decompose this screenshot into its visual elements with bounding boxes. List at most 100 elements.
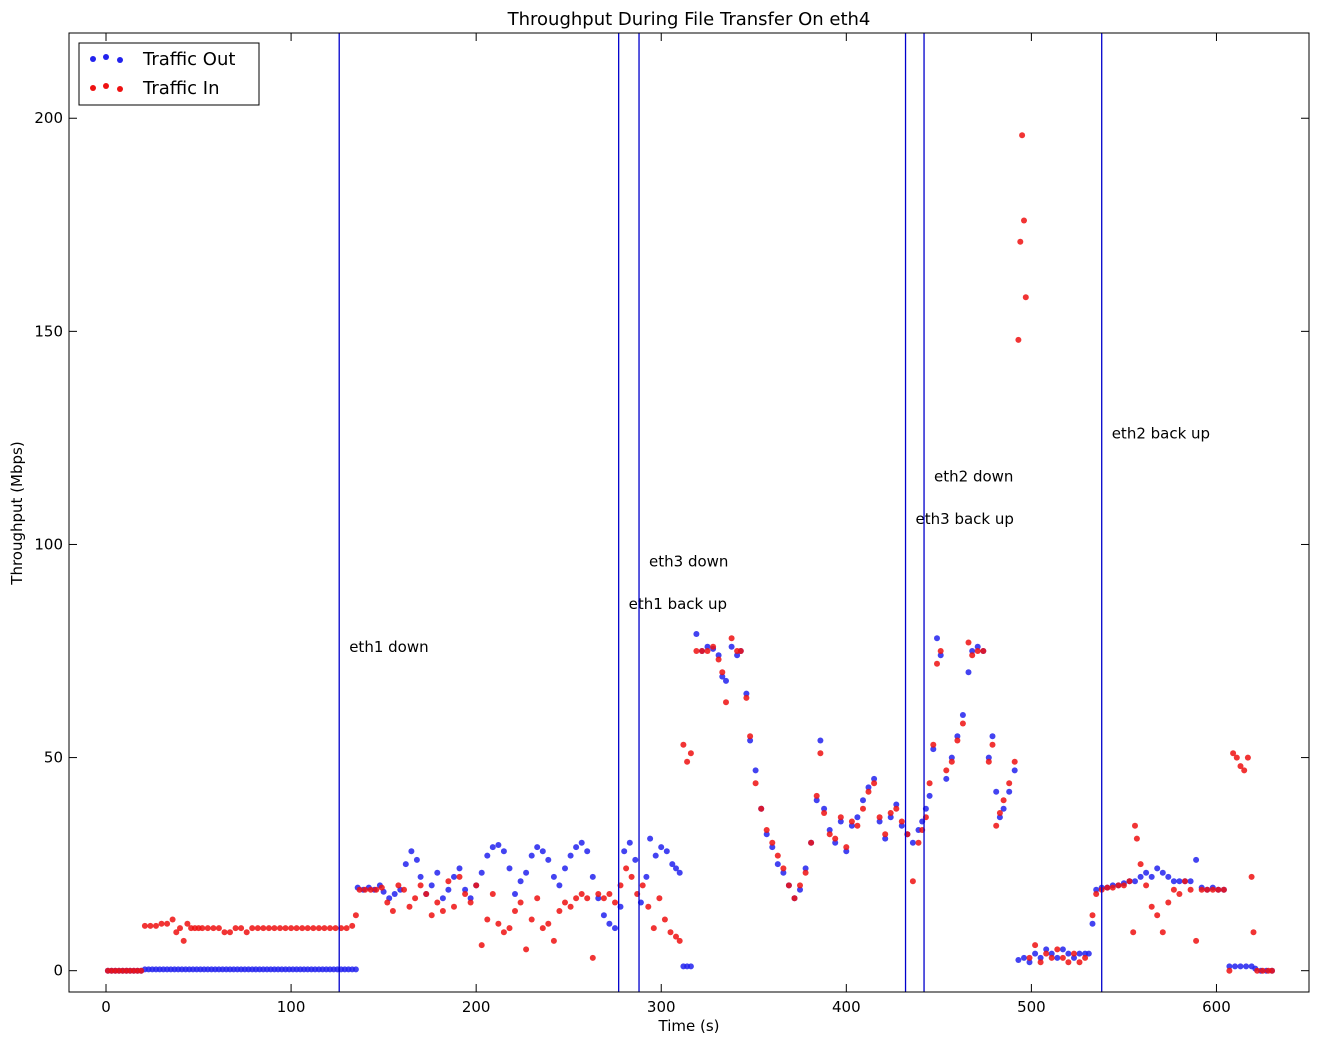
x-tick-label: 0 — [101, 998, 111, 1016]
traffic-out-point — [658, 844, 665, 851]
traffic-out-point — [573, 844, 580, 851]
traffic-in-point — [180, 937, 187, 944]
traffic-in-point — [1019, 132, 1026, 139]
traffic-out-point — [985, 754, 992, 761]
event-label: eth1 back up — [629, 595, 727, 613]
traffic-out-point — [612, 925, 618, 932]
traffic-out-point — [1187, 878, 1194, 885]
traffic-in-point — [1237, 763, 1244, 770]
traffic-out-point — [1026, 959, 1033, 966]
traffic-in-point — [310, 925, 317, 932]
traffic-in-point — [954, 737, 961, 744]
traffic-out-point — [974, 643, 981, 650]
traffic-in-point — [204, 925, 211, 932]
traffic-in-point — [600, 895, 607, 902]
event-label: eth3 down — [649, 553, 728, 571]
traffic-in-point — [959, 720, 966, 727]
traffic-in-point — [254, 925, 261, 932]
traffic-in-point — [680, 741, 687, 748]
traffic-in-point — [1198, 886, 1205, 893]
traffic-in-point — [980, 648, 987, 654]
traffic-out-point — [687, 963, 694, 970]
traffic-out-point — [1165, 873, 1172, 880]
traffic-in-point — [699, 648, 705, 654]
traffic-in-point — [1193, 937, 1200, 944]
traffic-out-point — [1037, 954, 1044, 961]
traffic-in-point — [573, 895, 580, 902]
x-tick-label: 100 — [277, 998, 306, 1016]
traffic-in-point — [1071, 950, 1077, 957]
traffic-out-point — [1054, 954, 1061, 961]
event-label: eth1 down — [349, 638, 428, 656]
traffic-in-point — [996, 810, 1003, 816]
traffic-in-point — [1015, 336, 1022, 343]
traffic-in-point — [378, 884, 385, 891]
traffic-in-point — [362, 886, 369, 893]
traffic-out-point — [930, 746, 937, 753]
traffic-in-point — [1133, 835, 1140, 842]
traffic-in-point — [227, 929, 233, 936]
traffic-in-point — [1170, 886, 1177, 893]
traffic-out-point — [534, 844, 541, 851]
traffic-in-point — [1165, 899, 1172, 906]
traffic-in-point — [1026, 954, 1033, 961]
traffic-in-point — [985, 758, 992, 765]
traffic-out-point — [1132, 878, 1138, 885]
traffic-in-point — [539, 925, 546, 932]
traffic-out-point — [606, 920, 613, 927]
traffic-out-point — [965, 669, 972, 676]
traffic-in-point — [332, 925, 339, 932]
traffic-in-point — [1032, 942, 1039, 949]
traffic-in-point — [288, 925, 295, 932]
traffic-out-point — [1085, 950, 1092, 957]
traffic-in-point — [860, 805, 866, 812]
legend-marker-traffic-in — [117, 86, 123, 92]
traffic-out-point — [512, 891, 518, 897]
traffic-in-point — [673, 933, 679, 940]
traffic-out-point — [1015, 957, 1022, 963]
traffic-in-point — [623, 865, 630, 872]
traffic-in-point — [567, 903, 574, 910]
traffic-out-point — [567, 852, 574, 859]
traffic-in-point — [797, 882, 803, 889]
traffic-in-point — [915, 839, 922, 846]
y-axis-title: Throughput (Mbps) — [8, 441, 26, 585]
traffic-in-point — [462, 891, 469, 897]
traffic-in-point — [495, 920, 502, 927]
traffic-in-point — [489, 891, 496, 897]
traffic-in-point — [769, 839, 776, 846]
traffic-out-point — [926, 792, 933, 799]
traffic-in-point — [373, 886, 380, 893]
traffic-in-point — [704, 648, 711, 654]
traffic-in-point — [843, 844, 850, 851]
x-axis-title: Time (s) — [658, 1017, 720, 1035]
traffic-out-point — [545, 856, 552, 863]
traffic-out-point — [1065, 950, 1072, 957]
traffic-in-point — [1269, 967, 1275, 974]
traffic-out-point — [943, 775, 950, 782]
traffic-in-point — [243, 929, 250, 936]
traffic-out-point — [428, 882, 435, 889]
traffic-in-point — [710, 643, 717, 650]
traffic-out-point — [539, 848, 546, 855]
traffic-out-point — [1243, 963, 1250, 970]
traffic-out-point — [1143, 869, 1150, 876]
traffic-out-point — [500, 848, 507, 855]
traffic-in-point — [299, 925, 306, 932]
traffic-in-point — [367, 886, 374, 893]
traffic-in-point — [909, 878, 916, 885]
traffic-in-point — [791, 895, 798, 902]
traffic-in-point — [661, 916, 668, 923]
traffic-out-point — [589, 873, 596, 880]
traffic-in-point — [837, 814, 844, 821]
traffic-in-point — [1204, 886, 1211, 893]
traffic-in-point — [1054, 946, 1061, 953]
traffic-in-point — [304, 925, 311, 932]
traffic-out-point — [584, 848, 591, 855]
traffic-in-point — [177, 925, 183, 932]
traffic-in-point — [545, 920, 552, 927]
traffic-in-point — [147, 922, 154, 929]
traffic-in-point — [271, 925, 278, 932]
traffic-in-point — [584, 895, 591, 902]
traffic-in-point — [478, 942, 485, 949]
